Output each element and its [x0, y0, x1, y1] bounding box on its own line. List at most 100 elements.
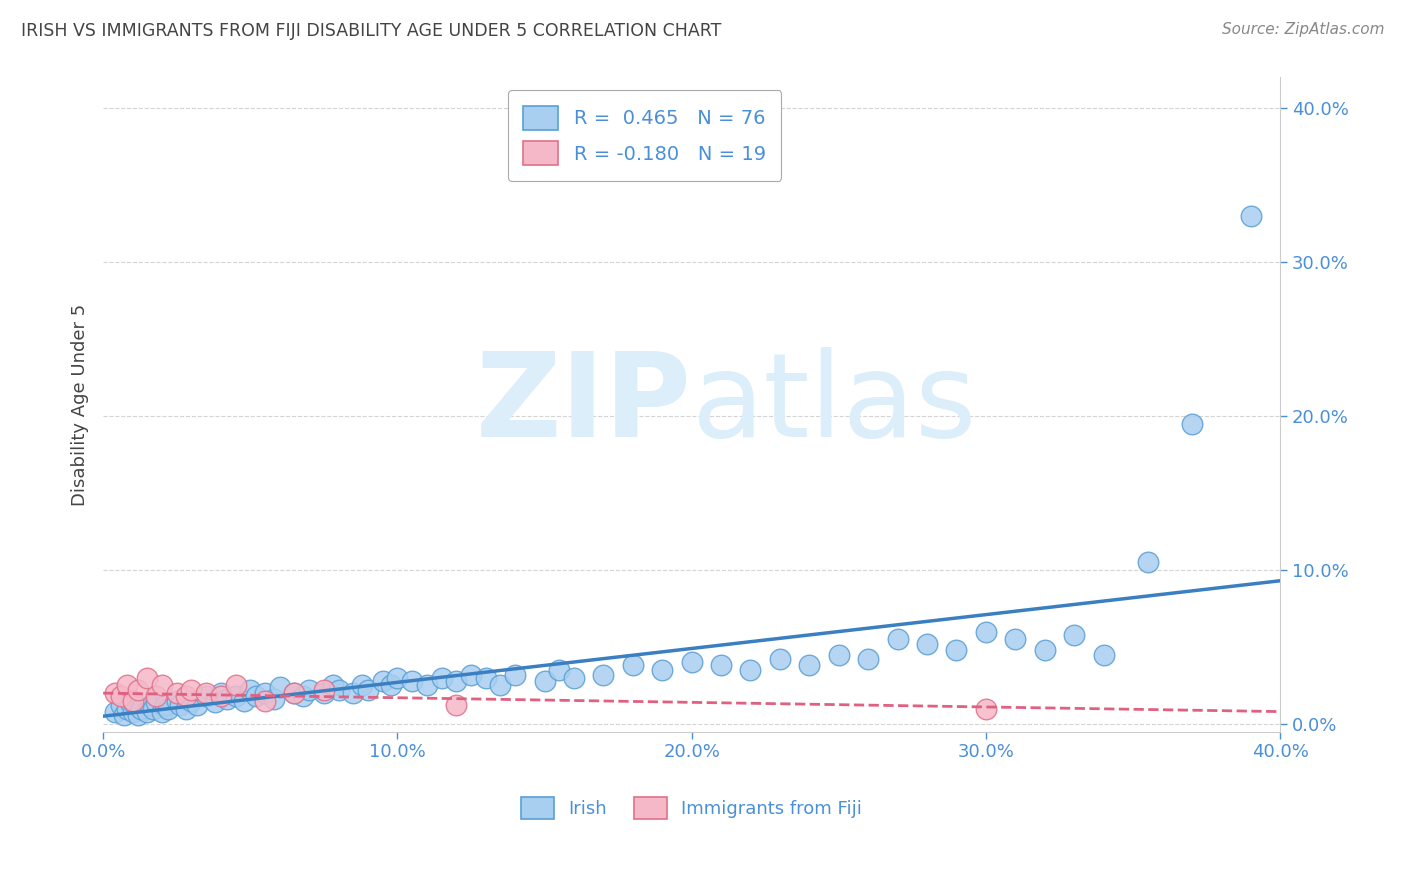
Point [115, 678, 138, 692]
Point [651, 663, 673, 677]
Point [387, 671, 409, 685]
Point [886, 632, 908, 647]
Point [145, 695, 167, 709]
Point [283, 686, 305, 700]
Point [371, 673, 394, 688]
Point [115, 701, 138, 715]
Point [769, 652, 792, 666]
Point [253, 694, 276, 708]
Point [342, 686, 364, 700]
Point [127, 683, 149, 698]
Point [139, 698, 162, 713]
Point [145, 689, 167, 703]
Point [1136, 555, 1159, 569]
Point [153, 698, 176, 713]
Point [298, 683, 321, 698]
Point [174, 701, 197, 715]
Point [1004, 632, 1026, 647]
Point [110, 689, 132, 703]
Point [233, 694, 256, 708]
Point [856, 652, 879, 666]
Point [312, 683, 335, 698]
Point [239, 683, 262, 698]
Point [215, 692, 238, 706]
Point [974, 624, 997, 639]
Point [915, 637, 938, 651]
Point [186, 698, 208, 713]
Point [253, 686, 276, 700]
Point [352, 678, 374, 692]
Point [104, 686, 127, 700]
Point [328, 683, 350, 698]
Point [489, 678, 512, 692]
Point [474, 671, 496, 685]
Point [112, 707, 135, 722]
Point [269, 680, 291, 694]
Point [444, 698, 467, 713]
Point [1240, 209, 1263, 223]
Point [1033, 643, 1056, 657]
Point [503, 667, 526, 681]
Point [974, 701, 997, 715]
Point [166, 694, 188, 708]
Point [799, 658, 821, 673]
Point [1063, 627, 1085, 641]
Point [209, 689, 232, 703]
Point [245, 689, 267, 703]
Y-axis label: Disability Age Under 5: Disability Age Under 5 [72, 303, 89, 506]
Point [380, 678, 402, 692]
Point [828, 648, 851, 662]
Point [142, 701, 165, 715]
Point [681, 656, 703, 670]
Point [204, 695, 226, 709]
Text: IRISH VS IMMIGRANTS FROM FIJI DISABILITY AGE UNDER 5 CORRELATION CHART: IRISH VS IMMIGRANTS FROM FIJI DISABILITY… [21, 22, 721, 40]
Point [416, 678, 439, 692]
Text: atlas: atlas [692, 347, 977, 462]
Point [104, 705, 127, 719]
Point [225, 678, 247, 692]
Point [174, 689, 197, 703]
Point [110, 698, 132, 713]
Legend: Irish, Immigrants from Fiji: Irish, Immigrants from Fiji [510, 787, 873, 830]
Point [621, 658, 644, 673]
Text: Source: ZipAtlas.com: Source: ZipAtlas.com [1222, 22, 1385, 37]
Point [430, 671, 453, 685]
Point [1092, 648, 1115, 662]
Point [180, 683, 202, 698]
Point [444, 673, 467, 688]
Point [195, 686, 218, 700]
Point [740, 663, 762, 677]
Point [357, 683, 380, 698]
Point [710, 658, 733, 673]
Point [118, 695, 141, 709]
Point [121, 705, 143, 719]
Point [292, 689, 315, 703]
Point [548, 663, 571, 677]
Point [283, 686, 305, 700]
Point [180, 694, 202, 708]
Point [263, 692, 285, 706]
Point [312, 686, 335, 700]
Point [533, 673, 555, 688]
Point [136, 705, 159, 719]
Point [150, 678, 173, 692]
Point [169, 698, 191, 713]
Point [460, 667, 482, 681]
Point [121, 694, 143, 708]
Point [209, 686, 232, 700]
Point [562, 671, 585, 685]
Point [131, 701, 153, 715]
Point [945, 643, 967, 657]
Point [136, 671, 159, 685]
Point [401, 673, 423, 688]
Point [150, 705, 173, 719]
Point [225, 689, 247, 703]
Point [195, 689, 218, 703]
Point [156, 701, 179, 715]
Point [127, 707, 149, 722]
Point [592, 667, 614, 681]
Point [1181, 417, 1204, 431]
Point [322, 678, 344, 692]
Point [124, 698, 146, 713]
Text: ZIP: ZIP [475, 347, 692, 462]
